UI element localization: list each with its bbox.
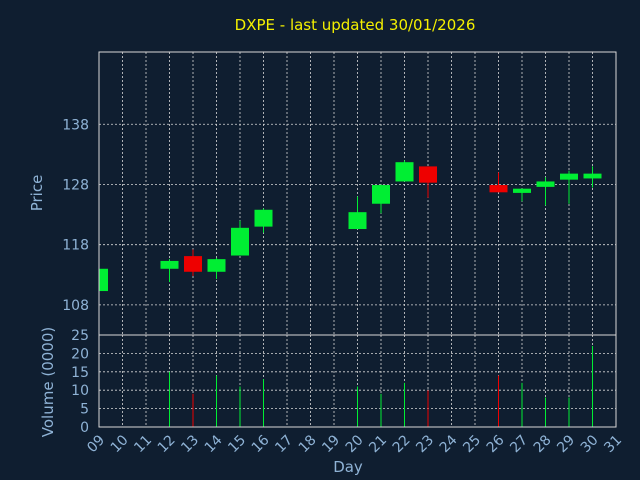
- candle: [160, 259, 179, 283]
- volume-tick-labels: 0 5 10 15 20 25: [71, 328, 89, 436]
- volume-tick-label: 15: [71, 365, 89, 381]
- candle: [513, 188, 531, 202]
- day-tick-label: 14: [202, 432, 226, 456]
- day-tick-label: 21: [366, 432, 390, 456]
- candle: [184, 249, 202, 276]
- volume-plot-frame: [98, 334, 617, 428]
- candle-body: [489, 185, 508, 193]
- day-tick-label: 23: [413, 432, 437, 456]
- volume-tick-label: 5: [80, 402, 89, 418]
- day-tick-label: 31: [601, 432, 625, 456]
- candle-body: [160, 260, 179, 269]
- day-tick-label: 13: [178, 432, 202, 456]
- day-tick-label: 17: [272, 432, 296, 456]
- day-tick-label: 27: [507, 432, 531, 456]
- candle-body: [231, 227, 249, 256]
- price-tick-label: 128: [62, 177, 89, 193]
- day-tick-label: 18: [296, 432, 320, 456]
- day-tick-labels: 09 10 11 12 13 14 15 16 17 18 19 20 21 22 23 24 25 26 27 28…: [84, 432, 625, 456]
- candle-body: [395, 162, 414, 182]
- candle: [419, 166, 437, 198]
- candle-body: [372, 185, 390, 204]
- candle: [98, 268, 108, 292]
- candle: [231, 220, 249, 256]
- candle-body: [419, 166, 437, 183]
- price-axis-label: Price: [28, 175, 46, 212]
- volume-bars: [169, 346, 593, 427]
- price-tick-label: 108: [62, 298, 89, 314]
- day-tick-label: 20: [343, 432, 367, 456]
- volume-tick-label: 25: [71, 328, 89, 344]
- price-grid: [98, 52, 617, 335]
- day-tick-label: 16: [249, 432, 273, 456]
- candle-body: [513, 188, 531, 193]
- candle-body: [536, 181, 555, 187]
- candle-body: [99, 268, 108, 292]
- price-tick-labels: 108 118 128 138: [62, 117, 89, 314]
- day-tick-label: 15: [225, 432, 249, 456]
- candle-body: [207, 259, 226, 272]
- day-axis-label: Day: [333, 458, 363, 476]
- candles: [98, 160, 602, 292]
- candle: [536, 177, 555, 206]
- day-tick-label: 19: [319, 432, 343, 456]
- candle: [489, 172, 508, 193]
- candle: [348, 196, 367, 230]
- candle: [207, 257, 226, 280]
- day-tick-label: 22: [390, 432, 414, 456]
- day-tick-label: 25: [460, 432, 484, 456]
- day-tick-label: 29: [554, 432, 578, 456]
- candle-body: [254, 209, 273, 227]
- day-tick-label: 28: [531, 432, 555, 456]
- day-tick-label: 12: [155, 432, 179, 456]
- price-tick-label: 118: [62, 238, 89, 254]
- candle-body: [560, 173, 578, 180]
- day-tick-label: 24: [437, 432, 461, 456]
- candle: [395, 160, 414, 182]
- candle: [254, 208, 273, 233]
- volume-tick-label: 10: [71, 383, 89, 399]
- price-tick-label: 138: [62, 117, 89, 133]
- day-tick-label: 26: [484, 432, 508, 456]
- candle-body: [583, 173, 602, 179]
- candle: [560, 170, 578, 204]
- candle-body: [184, 256, 202, 272]
- chart-title: DXPE - last updated 30/01/2026: [235, 16, 476, 34]
- volume-tick-label: 0: [80, 420, 89, 436]
- candle: [372, 184, 390, 214]
- day-tick-label: 10: [108, 432, 132, 456]
- volume-tick-label: 20: [71, 346, 89, 362]
- day-tick-label: 11: [131, 432, 155, 456]
- candle-body: [348, 212, 367, 230]
- day-tick-label: 30: [578, 432, 602, 456]
- candle: [583, 166, 602, 188]
- volume-axis-label: Volume (0000): [39, 327, 57, 437]
